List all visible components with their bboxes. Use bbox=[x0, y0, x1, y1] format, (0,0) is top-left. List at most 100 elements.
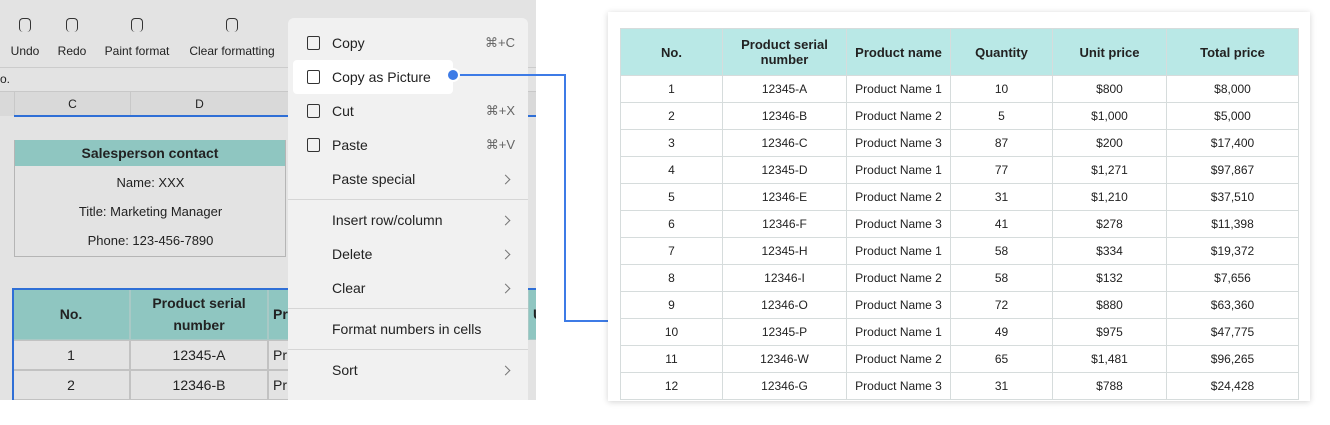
menu-item[interactable]: Format numbers in cells bbox=[293, 312, 523, 346]
table-cell: 1 bbox=[620, 75, 723, 103]
table-cell: Product Name 1 bbox=[846, 156, 951, 184]
table-row: 4 12345-D Product Name 1 77 $1,271 $97,867 bbox=[620, 156, 1299, 184]
table-cell: $1,210 bbox=[1052, 183, 1167, 211]
menu-label: Copy bbox=[332, 35, 365, 51]
table-row: 9 12346-O Product Name 3 72 $880 $63,360 bbox=[620, 291, 1299, 319]
picture-table: No. Product serial number Product name Quan… bbox=[620, 28, 1299, 400]
table-cell: $788 bbox=[1052, 372, 1167, 400]
table-cell: $7,656 bbox=[1166, 264, 1299, 292]
table-cell: 58 bbox=[950, 264, 1053, 292]
sheet-cell: 12346-B bbox=[130, 370, 268, 400]
table-cell: 3 bbox=[620, 129, 723, 157]
header-cell: No. bbox=[620, 28, 723, 76]
context-menu: Copy ⌘+C Copy as Picture Cut ⌘+X Paste ⌘+V Past… bbox=[288, 18, 528, 400]
menu-label: Delete bbox=[332, 246, 373, 262]
menu-item[interactable]: Clear bbox=[293, 271, 523, 305]
menu-separator bbox=[288, 349, 528, 350]
picture-preview: No. Product serial number Product name Quan… bbox=[608, 12, 1310, 401]
table-row: 6 12346-F Product Name 3 41 $278 $11,398 bbox=[620, 210, 1299, 238]
header-cell: Product serial number bbox=[722, 28, 847, 76]
menu-icon bbox=[307, 104, 320, 118]
table-cell: 11 bbox=[620, 345, 723, 373]
column-header: C bbox=[14, 91, 130, 116]
table-cell: $97,867 bbox=[1166, 156, 1299, 184]
menu-item[interactable]: Copy ⌘+C bbox=[293, 26, 523, 60]
menu-item[interactable]: Paste ⌘+V bbox=[293, 128, 523, 162]
table-cell: 4 bbox=[620, 156, 723, 184]
cell-ref: o. bbox=[0, 72, 10, 86]
table-cell: Product Name 3 bbox=[846, 210, 951, 238]
table-cell: 12345-H bbox=[722, 237, 847, 265]
header-cell: Unit price bbox=[1052, 28, 1167, 76]
table-cell: $17,400 bbox=[1166, 129, 1299, 157]
table-cell: 12346-O bbox=[722, 291, 847, 319]
menu-item[interactable]: Paste special bbox=[293, 162, 523, 196]
menu-item[interactable]: Cut ⌘+X bbox=[293, 94, 523, 128]
table-cell: $5,000 bbox=[1166, 102, 1299, 130]
table-cell: Product Name 1 bbox=[846, 75, 951, 103]
table-cell: 49 bbox=[950, 318, 1053, 346]
connector-line bbox=[453, 74, 622, 322]
menu-label: Clear bbox=[332, 280, 366, 296]
table-cell: $24,428 bbox=[1166, 372, 1299, 400]
table-cell: $132 bbox=[1052, 264, 1167, 292]
table-cell: 12346-W bbox=[722, 345, 847, 373]
toolbar-button[interactable]: Redo bbox=[57, 44, 87, 58]
table-cell: 9 bbox=[620, 291, 723, 319]
table-cell: $975 bbox=[1052, 318, 1167, 346]
table-row: 10 12345-P Product Name 1 49 $975 $47,775 bbox=[620, 318, 1299, 346]
table-cell: 12346-I bbox=[722, 264, 847, 292]
table-cell: 12346-C bbox=[722, 129, 847, 157]
table-cell: Product Name 1 bbox=[846, 318, 951, 346]
table-cell: 31 bbox=[950, 372, 1053, 400]
header-cell: Product name bbox=[846, 28, 951, 76]
sheet-cell: 12345-A bbox=[130, 340, 268, 370]
toolbar-button[interactable]: Paint format bbox=[104, 44, 170, 58]
table-cell: Product Name 2 bbox=[846, 264, 951, 292]
table-cell: Product Name 2 bbox=[846, 183, 951, 211]
table-cell: 10 bbox=[950, 75, 1053, 103]
table-cell: 65 bbox=[950, 345, 1053, 373]
table-cell: 77 bbox=[950, 156, 1053, 184]
table-cell: $96,265 bbox=[1166, 345, 1299, 373]
menu-item[interactable]: Insert row/column bbox=[293, 203, 523, 237]
table-cell: 12345-D bbox=[722, 156, 847, 184]
menu-label: Copy as Picture bbox=[332, 69, 431, 85]
table-cell: 12346-F bbox=[722, 210, 847, 238]
table-row: 12 12346-G Product Name 3 31 $788 $24,428 bbox=[620, 372, 1299, 400]
table-cell: 72 bbox=[950, 291, 1053, 319]
toolbar-icon bbox=[131, 18, 143, 32]
menu-label: Cut bbox=[332, 103, 354, 119]
table-cell: Product Name 1 bbox=[846, 237, 951, 265]
table-row: 2 12346-B Product Name 2 5 $1,000 $5,000 bbox=[620, 102, 1299, 130]
menu-item[interactable]: Sort bbox=[293, 353, 523, 387]
table-cell: 2 bbox=[620, 102, 723, 130]
table-cell: Product Name 3 bbox=[846, 129, 951, 157]
table-row: 3 12346-C Product Name 3 87 $200 $17,400 bbox=[620, 129, 1299, 157]
table-cell: 7 bbox=[620, 237, 723, 265]
table-cell: 5 bbox=[950, 102, 1053, 130]
table-cell: 10 bbox=[620, 318, 723, 346]
table-cell: 41 bbox=[950, 210, 1053, 238]
connector-dot bbox=[446, 68, 460, 82]
menu-label: Sort bbox=[332, 362, 358, 378]
sheet-header-cell: No. bbox=[12, 288, 130, 340]
table-row: 7 12345-H Product Name 1 58 $334 $19,372 bbox=[620, 237, 1299, 265]
toolbar-icon bbox=[66, 18, 78, 32]
menu-item[interactable]: Copy as Picture bbox=[293, 60, 453, 94]
menu-item[interactable]: Delete bbox=[293, 237, 523, 271]
table-cell: 87 bbox=[950, 129, 1053, 157]
table-cell: $8,000 bbox=[1166, 75, 1299, 103]
menu-shortcut: ⌘+X bbox=[485, 103, 515, 118]
menu-separator bbox=[288, 308, 528, 309]
toolbar-button[interactable]: Undo bbox=[10, 44, 40, 58]
toolbar-button[interactable]: Clear formatting bbox=[189, 44, 275, 58]
toolbar-icon bbox=[226, 18, 238, 32]
table-cell: 12346-G bbox=[722, 372, 847, 400]
table-cell: 12346-E bbox=[722, 183, 847, 211]
table-cell: $200 bbox=[1052, 129, 1167, 157]
menu-icon bbox=[307, 138, 320, 152]
sheet-header-cell: Product serial number bbox=[130, 288, 268, 340]
table-cell: $1,000 bbox=[1052, 102, 1167, 130]
header-cell: Total price bbox=[1166, 28, 1299, 76]
